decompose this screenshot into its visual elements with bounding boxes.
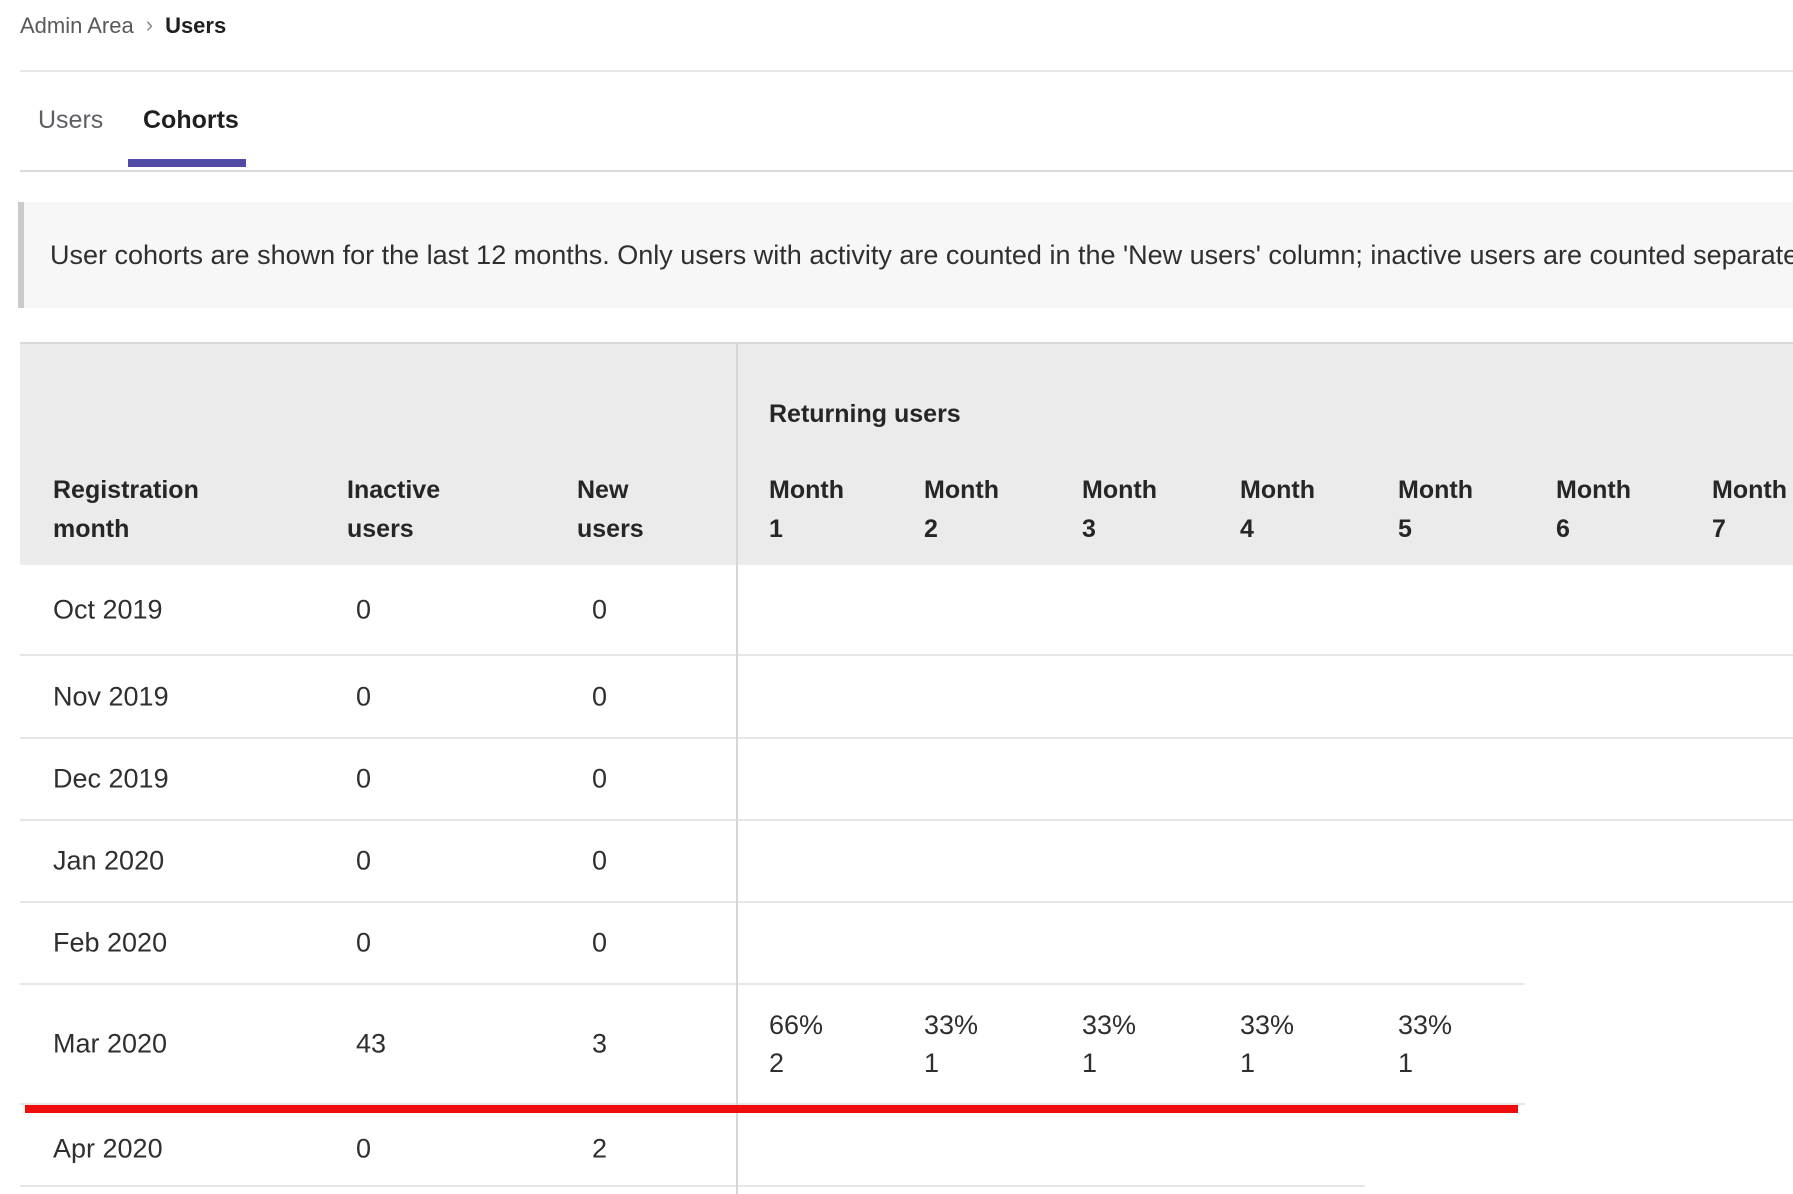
col-header-line: 3: [1082, 515, 1096, 543]
col-header-new-users: New users: [577, 471, 644, 549]
col-header-line: 7: [1712, 515, 1726, 543]
col-header-line: Month: [924, 476, 999, 504]
table-row-oct-2019: Oct 2019 0 0: [20, 565, 1793, 654]
returning-count: 2: [769, 1048, 785, 1078]
col-header-month-1: Month 1: [769, 471, 844, 549]
cell-registration-month: Mar 2020: [53, 1028, 168, 1059]
returning-count: 1: [1240, 1048, 1256, 1078]
col-header-inactive-users: Inactive users: [347, 471, 440, 549]
col-header-line: 2: [924, 515, 938, 543]
returning-count: 1: [924, 1048, 940, 1078]
returning-percent: 66%: [769, 1010, 824, 1040]
cell-returning-month-3: 33% 1: [1082, 1006, 1136, 1082]
cell-new-users: 0: [592, 927, 608, 958]
tab-users[interactable]: Users: [38, 106, 104, 134]
cohorts-info-text: User cohorts are shown for the last 12 m…: [50, 240, 1793, 270]
returning-percent: 33%: [924, 1010, 979, 1040]
col-header-line: users: [577, 515, 644, 543]
cell-registration-month: Dec 2019: [53, 763, 169, 794]
cell-inactive-users: 0: [356, 927, 372, 958]
cell-inactive-users: 43: [356, 1028, 387, 1059]
cohorts-table-header: Returning users Registration month Inacti…: [20, 342, 1793, 565]
table-row-jan-2020: Jan 2020 0 0: [20, 821, 1793, 901]
col-header-line: Month: [1398, 476, 1473, 504]
cell-new-users: 2: [592, 1133, 608, 1164]
table-row-nov-2019: Nov 2019 0 0: [20, 656, 1793, 737]
cell-inactive-users: 0: [356, 594, 372, 624]
chevron-right-icon: ›: [145, 12, 154, 37]
col-header-line: New: [577, 476, 629, 504]
table-row-apr-2020: Apr 2020 0 2: [20, 1113, 1793, 1185]
cell-inactive-users: 0: [356, 1133, 372, 1164]
col-header-line: 6: [1556, 515, 1570, 543]
returning-percent: 33%: [1398, 1010, 1453, 1040]
row-divider: [20, 654, 1793, 656]
cell-registration-month: Jan 2020: [53, 845, 165, 876]
table-row-dec-2019: Dec 2019 0 0: [20, 739, 1793, 819]
cell-returning-month-4: 33% 1: [1240, 1006, 1294, 1082]
cell-registration-month: Nov 2019: [53, 681, 169, 711]
cell-returning-month-2: 33% 1: [924, 1006, 978, 1082]
returning-count: 1: [1398, 1048, 1414, 1078]
cell-inactive-users: 0: [356, 763, 372, 794]
cell-registration-month: Feb 2020: [53, 927, 168, 958]
col-header-line: Registration: [53, 476, 199, 504]
cell-inactive-users: 0: [356, 681, 372, 711]
returning-users-column-divider: [736, 342, 738, 1194]
col-header-line: users: [347, 515, 414, 543]
col-header-line: 1: [769, 515, 783, 543]
table-row-feb-2020: Feb 2020 0 0: [20, 903, 1793, 983]
col-header-line: Month: [1240, 476, 1315, 504]
cell-registration-month: Apr 2020: [53, 1133, 163, 1164]
returning-percent: 33%: [1240, 1010, 1295, 1040]
breadcrumb-admin-area[interactable]: Admin Area: [20, 13, 134, 38]
table-row-mar-2020: Mar 2020 43 3 66% 2 33% 1 33% 1 33% 1 33% 1: [20, 985, 1793, 1103]
cell-new-users: 0: [592, 763, 608, 794]
row-divider: [20, 983, 1524, 985]
cell-new-users: 0: [592, 681, 608, 711]
row-divider: [20, 1185, 1365, 1187]
cell-registration-month: Oct 2019: [53, 594, 163, 624]
col-header-line: 4: [1240, 515, 1254, 543]
col-header-month-3: Month 3: [1082, 471, 1157, 549]
cell-new-users: 0: [592, 845, 608, 876]
col-header-month-5: Month 5: [1398, 471, 1473, 549]
returning-percent: 33%: [1082, 1010, 1137, 1040]
active-tab-indicator: [128, 159, 246, 167]
row-divider: [20, 901, 1793, 903]
col-header-line: month: [53, 515, 130, 543]
col-header-month-7: Month 7: [1712, 471, 1787, 549]
col-header-month-2: Month 2: [924, 471, 999, 549]
cell-returning-month-5: 33% 1: [1398, 1006, 1452, 1082]
cell-new-users: 3: [592, 1028, 608, 1059]
row-divider: [20, 819, 1793, 821]
returning-users-group-header: Returning users: [769, 400, 961, 428]
col-header-line: Inactive: [347, 476, 441, 504]
cell-returning-month-1: 66% 2: [769, 1006, 823, 1082]
col-header-line: Month: [1082, 476, 1157, 504]
breadcrumb: Admin Area › Users: [20, 11, 226, 41]
col-header-month-6: Month 6: [1556, 471, 1631, 549]
col-header-line: Month: [769, 476, 844, 504]
cohorts-info-banner: User cohorts are shown for the last 12 m…: [18, 202, 1793, 308]
row-divider: [20, 1103, 1525, 1105]
col-header-line: 5: [1398, 515, 1412, 543]
cell-inactive-users: 0: [356, 845, 372, 876]
col-header-line: Month: [1556, 476, 1631, 504]
col-header-month-4: Month 4: [1240, 471, 1315, 549]
red-annotation-line: [25, 1105, 1518, 1113]
row-divider: [20, 737, 1793, 739]
tab-cohorts[interactable]: Cohorts: [143, 106, 239, 134]
tabbar-divider: [20, 170, 1793, 172]
col-header-line: Month: [1712, 476, 1787, 504]
col-header-registration-month: Registration month: [53, 471, 199, 549]
cell-new-users: 0: [592, 594, 608, 624]
breadcrumb-users[interactable]: Users: [165, 13, 227, 38]
breadcrumb-divider: [20, 70, 1793, 72]
cohorts-table-body: Oct 2019 0 0 Nov 2019 0 0 Dec 2019 0 0 J…: [20, 565, 1793, 1194]
returning-count: 1: [1082, 1048, 1098, 1078]
